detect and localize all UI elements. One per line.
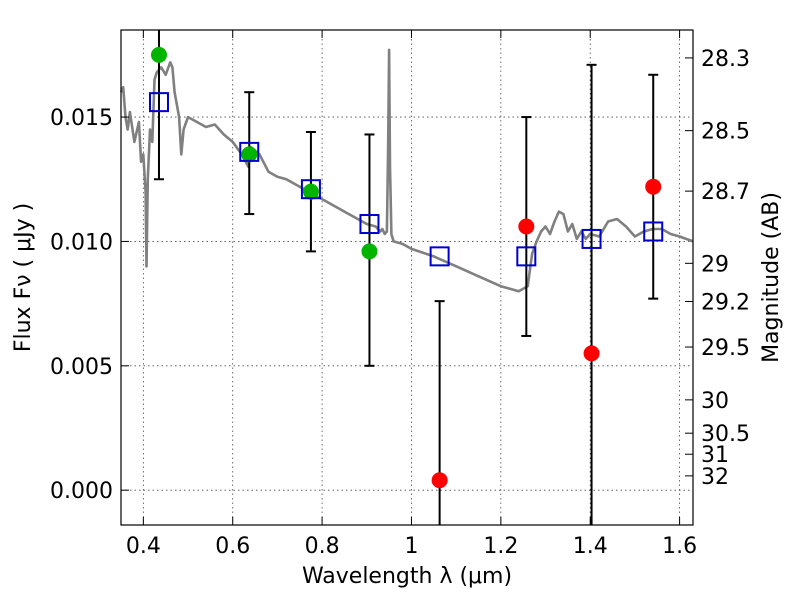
model-spectrum [119, 48, 694, 293]
x-tick-label: 1.4 [573, 534, 608, 559]
red-data-point [645, 178, 662, 195]
x-tick-labels: 0.4 0.6 0.8 1 1.2 1.4 1.6 [126, 534, 697, 559]
axis-ticks [121, 30, 693, 525]
x-tick-label: 0.4 [126, 534, 161, 559]
magnitude-tick-label: 28.3 [701, 47, 750, 72]
blue-open-square-point [239, 141, 260, 162]
magnitude-tick-label: 31 [701, 443, 729, 468]
x-axis-label: Wavelength λ (μm) [302, 564, 512, 589]
x-tick-label: 1.6 [662, 534, 697, 559]
blue-open-square-point [148, 92, 169, 113]
magnitude-tick-label: 28.5 [701, 120, 750, 145]
x-tick-label: 1 [404, 534, 418, 559]
green-data-point [302, 183, 319, 200]
y-tick-label: 0.000 [50, 479, 113, 504]
green-data-point [361, 243, 378, 260]
green-data-point [241, 146, 258, 163]
y-tick-labels: 0.000 0.005 0.010 0.015 [50, 106, 113, 504]
y-axis-label: Flux Fν ( μJy ) [11, 203, 36, 352]
grid [121, 30, 693, 525]
model-spectrum-line [119, 48, 694, 293]
magnitude-tick-label: 29 [701, 252, 729, 277]
red-data-point [518, 218, 535, 235]
blue-open-square-point [429, 246, 450, 267]
plot-frame [120, 29, 694, 526]
red-data-point [431, 472, 448, 489]
magnitude-tick-label: 29.5 [701, 336, 750, 361]
blue-open-square-point [643, 221, 664, 242]
green-data-point [150, 46, 167, 63]
magnitude-tick-label: 32 [701, 465, 729, 490]
magnitude-axis-label: Magnitude (AB) [759, 192, 784, 363]
blue-open-square-point [516, 246, 537, 267]
magnitude-tick-label: 29.2 [701, 290, 750, 315]
y-tick-label: 0.005 [50, 355, 113, 380]
blue-open-square-point [300, 179, 321, 200]
x-tick-label: 1.2 [483, 534, 518, 559]
y-tick-label: 0.010 [50, 230, 113, 255]
magnitude-tick-label: 30.5 [701, 422, 750, 447]
x-tick-label: 0.6 [215, 534, 250, 559]
red-data-point [583, 345, 600, 362]
x-tick-label: 0.8 [305, 534, 340, 559]
data-markers [148, 46, 664, 489]
blue-open-square-point [581, 228, 602, 249]
y-tick-label: 0.015 [50, 106, 113, 131]
magnitude-tick-label: 30 [701, 389, 729, 414]
error-bars [153, 30, 659, 525]
magnitude-tick-label: 28.7 [701, 180, 750, 205]
blue-open-square-point [359, 214, 380, 235]
